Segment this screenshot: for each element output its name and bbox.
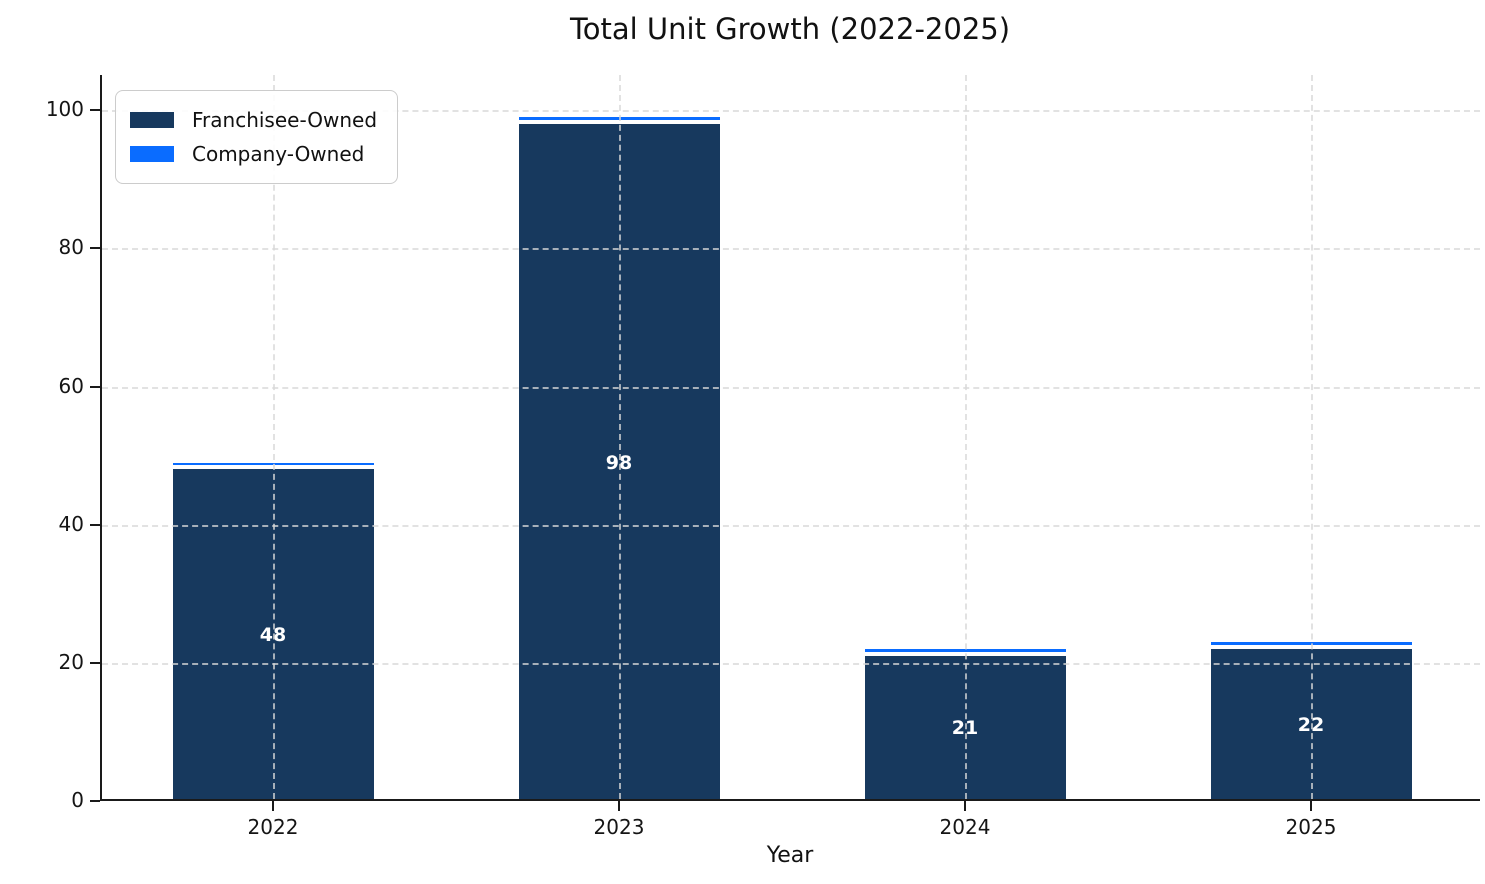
y-tick-label-20: 20 [58,649,84,674]
bar-value-label-2023: 98 [605,451,633,474]
y-tick-label-0: 0 [71,788,84,812]
x-tick-label-2022: 2022 [247,815,299,839]
y-tick-label-100: 100 [45,97,84,122]
x-axis-label: Year [766,843,814,868]
x-tick-label-2024: 2024 [939,815,991,839]
bar-group-2023: 98 [516,73,722,799]
chart-title: Total Unit Growth (2022-2025) [569,12,1011,46]
y-tick-mark-100 [90,109,100,112]
bar-segment-company-owned-2023 [516,115,722,123]
legend-label: Franchisee-Owned [192,108,378,132]
y-tick-label-40: 40 [58,511,84,536]
bar-value-label-2025: 22 [1297,714,1325,737]
y-tick-label-80: 80 [58,235,84,260]
x-tick-mark-2024 [964,801,966,811]
plot-area: Franchisee-Owned Company-Owned 48 98 21 22 0 2… [46,73,1480,839]
legend-swatch-icon [130,146,174,162]
x-tick-mark-2025 [1310,801,1312,811]
bar-group-2025: 22 [1208,73,1414,799]
bar-segment-company-owned-2025 [1208,640,1414,648]
bar-segment-company-owned-2024 [862,647,1068,654]
x-tick-label-2023: 2023 [593,815,645,839]
legend-swatch-icon [130,112,174,128]
x-tick-mark-2023 [618,801,620,811]
legend-row-company-owned: Company-Owned [130,137,377,171]
legend: Franchisee-Owned Company-Owned [115,90,399,184]
x-tick-label-2025: 2025 [1285,815,1337,839]
y-tick-mark-0 [90,800,100,802]
bar-segment-company-owned-2022 [170,460,376,468]
y-tick-mark-40 [90,523,100,526]
bar-group-2024: 21 [862,73,1068,799]
x-tick-mark-2022 [272,801,274,811]
y-tick-mark-20 [90,661,100,664]
bar-value-label-2024: 21 [951,717,979,740]
y-tick-label-60: 60 [58,373,84,398]
y-tick-mark-60 [90,385,100,388]
legend-row-franchisee-owned: Franchisee-Owned [130,103,377,137]
bar-value-label-2022: 48 [259,624,287,647]
legend-label: Company-Owned [192,142,365,166]
y-tick-mark-80 [90,247,100,250]
